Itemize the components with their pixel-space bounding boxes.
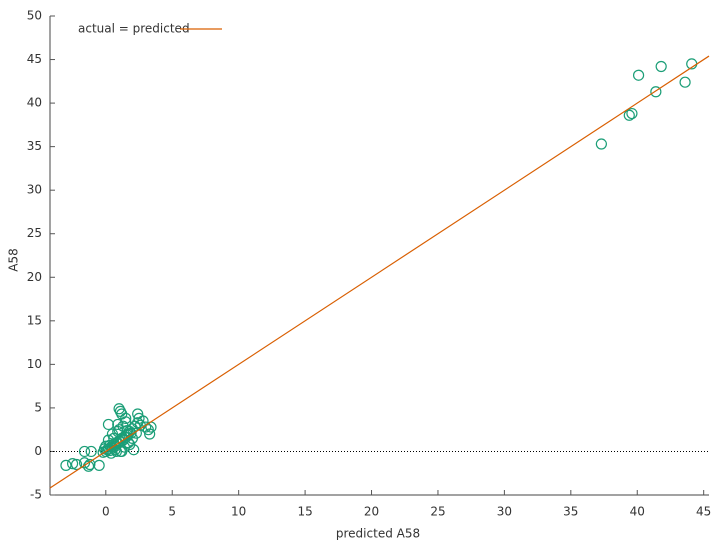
point [623,109,635,121]
x-tick-label: 25 [430,505,445,519]
point [595,138,607,150]
y-tick-label: 30 [27,183,42,197]
point [130,427,142,439]
x-tick-label: 10 [231,505,246,519]
y-tick-label: 40 [27,96,42,110]
point [102,418,115,431]
point [632,69,645,81]
y-tick-label: -5 [30,488,42,502]
point [655,60,667,73]
x-tick-label: 20 [364,505,379,519]
point [133,412,145,424]
y-tick-label: 20 [27,270,42,284]
y-tick-label: 35 [27,139,42,153]
y-tick-label: 15 [27,313,42,327]
point [132,408,144,420]
y-tick-label: 5 [34,400,42,414]
y-axis-label: A58 [7,248,21,271]
x-tick-label: 40 [630,505,645,519]
point [128,444,140,456]
point [70,458,83,471]
y-tick-label: 0 [34,444,42,458]
x-tick-label: 15 [297,505,312,519]
point [60,459,72,471]
x-tick-label: 0 [102,505,110,519]
y-tick-label: 50 [27,9,42,23]
point [66,458,79,470]
point [142,424,154,436]
point [144,428,156,440]
x-tick-label: 35 [563,505,578,519]
point [679,76,691,88]
point [112,418,124,431]
x-tick-label: 45 [696,505,711,519]
point [116,445,128,458]
x-tick-label: 5 [168,505,176,519]
point [93,459,105,471]
point [120,412,132,424]
point [626,107,638,120]
reference-line [49,55,710,489]
point [106,428,119,440]
y-tick-label: 25 [27,226,42,240]
point [78,445,91,458]
point [85,445,97,458]
point [650,86,662,98]
legend-label: actual = predicted [78,22,190,36]
x-tick-label: 30 [497,505,512,519]
x-axis-label: predicted A58 [336,527,420,541]
y-tick-label: 45 [27,52,42,66]
y-tick-label: 10 [27,357,42,371]
